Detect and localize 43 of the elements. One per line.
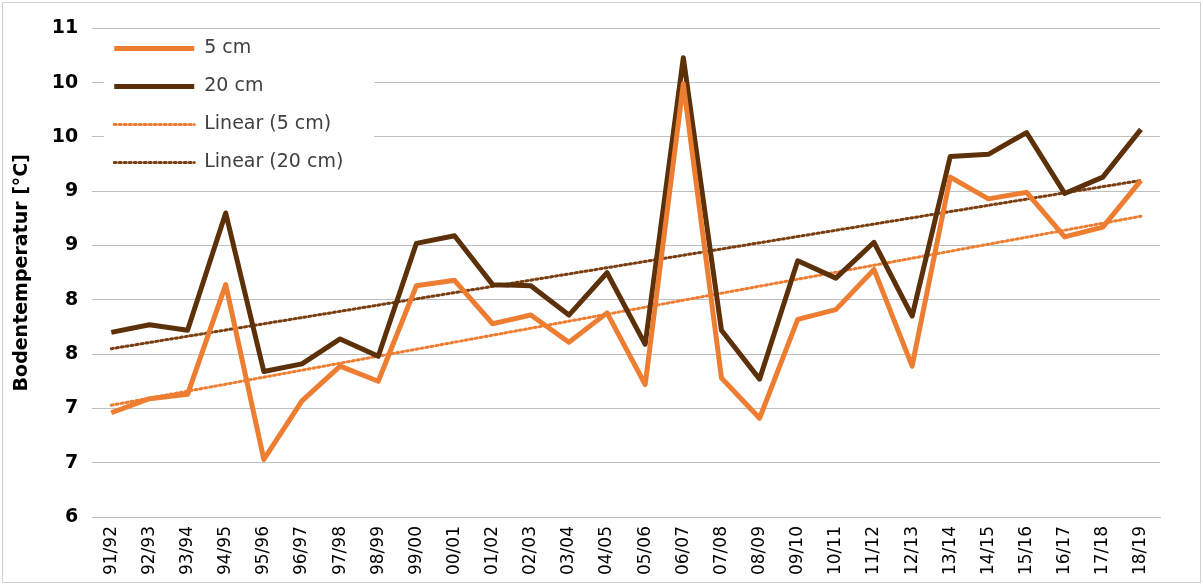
x-tick-label: 92/93 <box>137 526 158 576</box>
x-tick-label: 98/99 <box>366 526 387 576</box>
x-tick-label: 16/17 <box>1053 526 1074 576</box>
y-tick-label: 6 <box>65 503 79 526</box>
legend-label: 20 cm <box>204 73 264 96</box>
y-tick-label: 7 <box>65 395 79 418</box>
x-tick-label: 91/92 <box>99 526 120 576</box>
x-tick-label: 03/04 <box>557 526 578 576</box>
x-tick-label: 96/97 <box>290 526 311 576</box>
y-axis-title: Bodentemperatur [°C] <box>9 154 32 392</box>
x-tick-label: 10/11 <box>824 526 845 576</box>
y-tick-label: 8 <box>65 341 79 364</box>
y-tick-label: 11 <box>51 15 79 38</box>
x-tick-label: 94/95 <box>214 526 235 576</box>
legend-label: 5 cm <box>204 35 252 58</box>
x-tick-label: 04/05 <box>595 526 616 576</box>
x-tick-label: 95/96 <box>252 526 273 576</box>
y-tick-label: 9 <box>65 178 79 201</box>
x-tick-label: 14/15 <box>976 526 997 576</box>
x-tick-label: 12/13 <box>900 526 921 576</box>
x-tick-label: 00/01 <box>442 526 463 576</box>
x-tick-label: 05/06 <box>633 526 654 576</box>
x-tick-label: 15/16 <box>1014 526 1035 576</box>
y-tick-label: 7 <box>65 449 79 472</box>
x-tick-label: 97/98 <box>328 526 349 576</box>
x-tick-label: 99/00 <box>404 526 425 576</box>
x-tick-label: 11/12 <box>862 526 883 576</box>
y-tick-label: 10 <box>51 123 79 146</box>
legend-label: Linear (5 cm) <box>204 111 332 134</box>
x-tick-label: 09/10 <box>786 526 807 576</box>
legend-label: Linear (20 cm) <box>204 149 344 172</box>
x-tick-label: 02/03 <box>519 526 540 576</box>
x-tick-label: 93/94 <box>176 526 196 576</box>
x-tick-label: 17/18 <box>1091 526 1112 576</box>
x-tick-label: 13/14 <box>938 526 959 576</box>
y-tick-label: 10 <box>51 69 79 92</box>
y-tick-label: 9 <box>65 232 79 255</box>
x-tick-label: 06/07 <box>671 526 692 576</box>
y-tick-label: 8 <box>65 286 79 309</box>
x-tick-label: 08/09 <box>748 526 769 576</box>
x-tick-label: 07/08 <box>709 526 730 576</box>
x-tick-label: 01/02 <box>481 526 502 576</box>
x-tick-label: 18/19 <box>1129 526 1150 576</box>
